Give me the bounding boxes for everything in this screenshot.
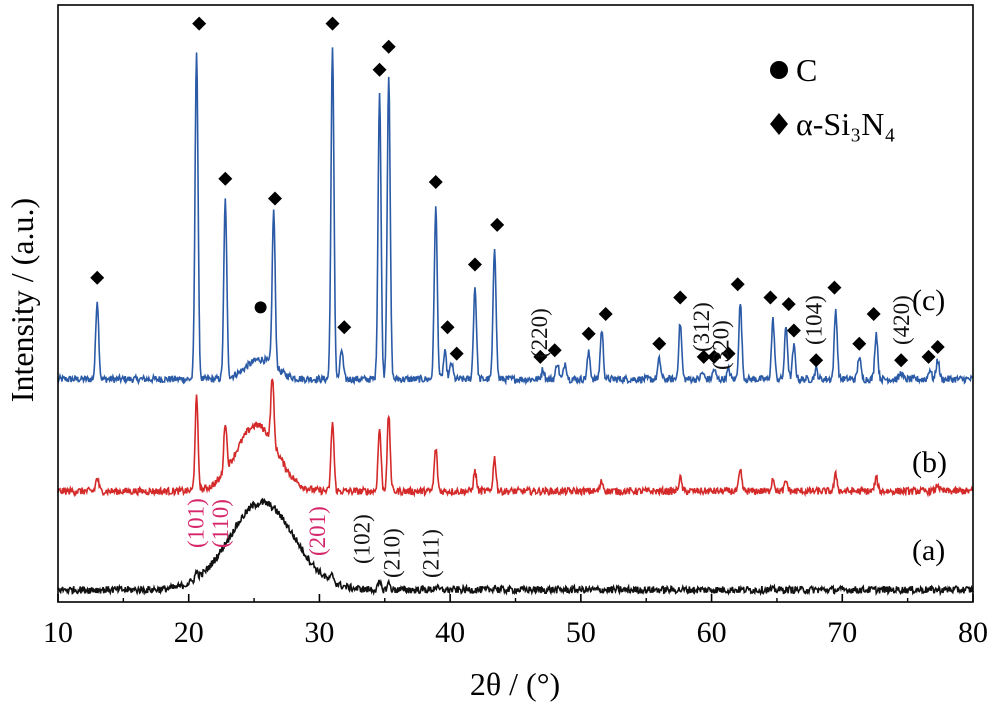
diamond-marker (781, 297, 796, 312)
y-axis-title: Intensity / (a.u.) (4, 198, 40, 402)
x-tick-label: 60 (697, 616, 727, 649)
diamond-marker (267, 191, 282, 206)
diamond-marker (707, 349, 722, 364)
diamond-marker (467, 257, 482, 272)
diamond-marker (930, 340, 945, 354)
diamond-marker (449, 346, 464, 361)
diamond-marker (325, 16, 340, 31)
diamond-marker (852, 336, 867, 351)
diamond-marker (90, 270, 105, 285)
diamond-marker (652, 336, 667, 351)
hkl-label: (101) (183, 498, 208, 548)
x-tick-label: 10 (43, 616, 73, 649)
marker-layer (90, 16, 945, 368)
legend: C α-Si₃N₄ (770, 52, 896, 142)
diamond-marker (581, 326, 596, 341)
x-tick-label: 50 (566, 616, 596, 649)
x-tick-label: 70 (827, 616, 857, 649)
hkl-label: (420) (889, 295, 914, 345)
x-tick-label: 30 (304, 616, 334, 649)
diamond-marker (921, 349, 936, 364)
hkl-label: (220) (527, 308, 552, 358)
curve-label-c: (c) (912, 284, 945, 317)
diamond-marker (866, 307, 881, 321)
diamond-marker (490, 217, 505, 232)
diamond-marker (673, 290, 688, 305)
series-layer (57, 47, 974, 597)
curve-label-a: (a) (912, 534, 945, 567)
diamond-marker (763, 290, 778, 305)
hkl-label: (320) (709, 320, 734, 370)
hkl-label: (110) (208, 499, 233, 548)
x-tick-label: 80 (958, 616, 988, 649)
diamond-marker (721, 346, 736, 361)
hkl-label: (102) (349, 514, 374, 564)
diamond-marker (547, 343, 562, 358)
series-line-c (57, 47, 974, 386)
legend-label-c: C (796, 52, 817, 88)
curve-label-layer: (c) (b) (a) (912, 284, 947, 567)
curve-label-b: (b) (912, 446, 947, 479)
hkl-label: (312) (689, 302, 714, 352)
diamond-marker (192, 16, 207, 31)
series-line-a (57, 497, 974, 597)
diamond-marker (696, 349, 711, 364)
diamond-marker (428, 175, 443, 189)
x-axis-ticks: 10 20 30 40 50 60 70 80 (43, 594, 988, 649)
diamond-marker (827, 280, 842, 295)
hkl-label-layer: (101) (110) (201) (102) (210) (211) (220) (312)… (183, 295, 914, 578)
diamond-marker (372, 62, 387, 77)
hkl-label: (201) (305, 506, 330, 556)
legend-label-si3n4: α-Si₃N₄ (796, 106, 896, 142)
legend-diamond-marker (770, 113, 788, 135)
diamond-marker (337, 320, 352, 335)
hkl-label: (211) (419, 529, 444, 578)
hkl-label: (104) (802, 295, 827, 345)
diamond-marker (440, 320, 455, 335)
series-line-b (57, 378, 974, 498)
x-axis-title: 2θ / (°) (470, 666, 560, 702)
diamond-marker (894, 353, 909, 368)
diamond-marker (218, 171, 233, 186)
x-tick-label: 40 (435, 616, 465, 649)
x-tick-label: 20 (174, 616, 204, 649)
diamond-marker (598, 307, 613, 321)
hkl-label: (210) (379, 528, 404, 578)
diamond-marker (809, 353, 824, 368)
diamond-marker (381, 39, 396, 54)
diamond-marker (730, 277, 745, 292)
diamond-marker (786, 323, 801, 338)
legend-circle-marker (770, 61, 788, 79)
diamond-marker (533, 349, 548, 364)
circle-marker (254, 301, 267, 314)
